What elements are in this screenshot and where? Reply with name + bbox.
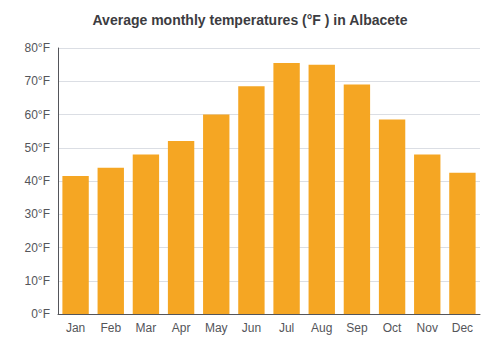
svg-text:20°F: 20°F <box>25 241 50 255</box>
svg-text:Jun: Jun <box>242 321 261 335</box>
svg-text:80°F: 80°F <box>25 41 50 55</box>
svg-text:70°F: 70°F <box>25 74 50 88</box>
svg-text:Aug: Aug <box>311 321 332 335</box>
svg-text:Average monthly temperatures (: Average monthly temperatures (°F ) in Al… <box>93 12 408 28</box>
svg-text:Jan: Jan <box>66 321 85 335</box>
svg-text:30°F: 30°F <box>25 207 50 221</box>
svg-text:Nov: Nov <box>417 321 438 335</box>
svg-text:Jul: Jul <box>279 321 294 335</box>
svg-text:10°F: 10°F <box>25 274 50 288</box>
svg-text:Sep: Sep <box>346 321 368 335</box>
svg-text:Dec: Dec <box>452 321 473 335</box>
svg-text:Feb: Feb <box>100 321 121 335</box>
svg-text:40°F: 40°F <box>25 174 50 188</box>
svg-text:60°F: 60°F <box>25 108 50 122</box>
svg-text:Mar: Mar <box>136 321 157 335</box>
svg-text:Apr: Apr <box>172 321 191 335</box>
svg-text:50°F: 50°F <box>25 141 50 155</box>
svg-text:0°F: 0°F <box>31 307 50 321</box>
svg-text:May: May <box>205 321 228 335</box>
svg-text:Oct: Oct <box>383 321 402 335</box>
